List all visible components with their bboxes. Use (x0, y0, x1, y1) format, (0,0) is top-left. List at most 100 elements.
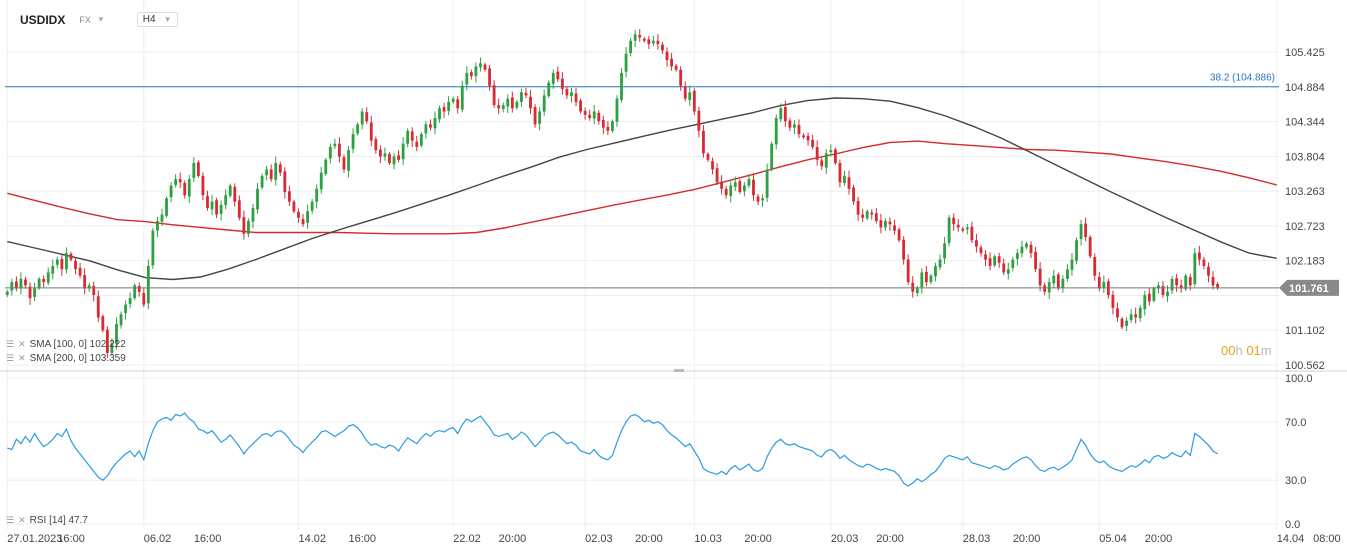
candle-body (542, 95, 546, 112)
candle-body (429, 124, 432, 128)
candle-body (1002, 263, 1006, 273)
close-icon[interactable]: ✕ (18, 515, 26, 525)
candle-body (33, 288, 36, 297)
rsi-tick-label: 70.0 (1285, 417, 1306, 429)
candle-body (1202, 259, 1206, 267)
candle-body (1184, 275, 1188, 290)
candle-body (802, 135, 805, 138)
candle-body (1216, 284, 1219, 288)
time-tick-label: 10.03 (694, 533, 722, 545)
candle-body (1188, 276, 1192, 286)
candle-body (697, 110, 701, 131)
candle-body (756, 196, 760, 202)
candle-body (811, 139, 815, 147)
rsi-label: RSI [14] 47.7 (29, 515, 88, 526)
legend-sma-200: ☰ ✕ SMA [200, 0] 103.359 (6, 353, 126, 364)
candle-body (788, 120, 792, 128)
candle-body (124, 304, 127, 313)
candle-body (861, 214, 865, 218)
settings-lines-icon[interactable]: ☰ (6, 515, 15, 525)
close-icon[interactable]: ✕ (18, 339, 26, 349)
candle-body (433, 117, 437, 129)
candle-body (78, 267, 82, 276)
candle-body (297, 211, 300, 218)
candle-body (14, 281, 18, 289)
candle-body (938, 259, 942, 268)
candle-body (278, 164, 282, 173)
candle-body (42, 278, 46, 283)
candle-body (65, 253, 68, 270)
candle-body (874, 213, 878, 221)
candle-body (410, 131, 414, 141)
candle-body (438, 108, 441, 120)
candle-body (247, 220, 250, 234)
candle-body (1097, 276, 1101, 289)
candle-body (651, 40, 655, 44)
candle-body (1029, 244, 1033, 254)
candle-body (128, 298, 132, 304)
countdown-hours-unit: h (1235, 343, 1243, 358)
price-axis: 100.562 101.102 102.183 102.723 103.263 103.8… (1285, 47, 1325, 372)
fib-label: 38.2 (104.886) (1210, 73, 1275, 84)
candle-body (447, 101, 451, 111)
candle-body (383, 153, 387, 157)
symbol-name[interactable]: USDIDX (20, 12, 66, 27)
time-tick-label: 27.01.2023 (7, 533, 62, 545)
sma-100-label: SMA [100, 0] 102.222 (29, 339, 126, 350)
candle-body (196, 162, 200, 176)
timeframe-value: H4 (142, 14, 156, 25)
candle-body (911, 282, 915, 292)
sma200-polyline (7, 140, 1277, 235)
candle-body (392, 156, 396, 165)
candle-body (492, 85, 496, 106)
panel-separator[interactable] (0, 369, 1347, 372)
candle-body (1084, 223, 1088, 238)
settings-lines-icon[interactable]: ☰ (6, 353, 15, 363)
candle-body (943, 243, 946, 259)
candle-body (1166, 291, 1169, 297)
candle-body (551, 72, 555, 84)
candle-body (206, 195, 209, 209)
candle-body (347, 150, 350, 171)
candle-body (1015, 253, 1019, 259)
time-tick-label: 20:00 (499, 533, 527, 545)
candle-body (292, 201, 296, 212)
rsi-tick-label: 0.0 (1285, 519, 1300, 531)
countdown-hours: 00 (1221, 343, 1236, 358)
current-price-tag (1279, 279, 1339, 296)
candle-body (133, 285, 137, 299)
candle-body (588, 114, 592, 118)
candle-body (5, 291, 9, 295)
candle-body (287, 191, 291, 202)
candle-body (520, 92, 523, 102)
candle-body (838, 163, 842, 183)
candle-body (306, 211, 309, 223)
price-tick-label: 104.344 (1285, 117, 1325, 129)
candle-body (19, 278, 23, 289)
panel-resize-handle (674, 369, 684, 372)
candle-body (55, 259, 59, 265)
settings-lines-icon[interactable]: ☰ (6, 339, 15, 349)
candle-body (592, 111, 596, 119)
candle-body (1066, 269, 1069, 279)
candle-body (706, 154, 710, 160)
candle-body (224, 195, 228, 205)
market-dropdown-icon[interactable]: ▼ (96, 15, 105, 24)
close-icon[interactable]: ✕ (18, 353, 26, 363)
candle-body (624, 53, 628, 72)
candle-body (1138, 307, 1142, 319)
candle-body (187, 179, 191, 197)
candle-body (1207, 266, 1210, 276)
price-tick-label: 100.562 (1285, 360, 1325, 372)
candle-body (738, 181, 742, 192)
candle-body (606, 126, 610, 131)
rsi-panel (7, 412, 1218, 487)
candle-body (611, 121, 614, 131)
timeframe-select[interactable]: H4 ▼ (136, 12, 178, 27)
candle-body (597, 112, 601, 122)
candle-body (1047, 282, 1051, 293)
candle-body (215, 200, 218, 215)
candle-body (574, 93, 578, 102)
candle-body (251, 208, 255, 222)
